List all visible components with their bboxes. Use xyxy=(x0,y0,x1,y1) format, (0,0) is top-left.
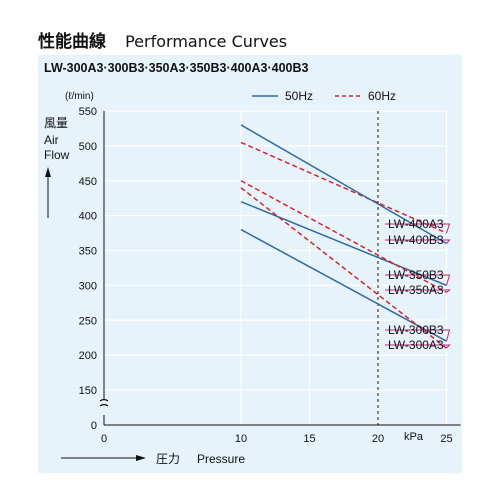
y-tick-label: 0 xyxy=(91,420,97,432)
series-leader-line xyxy=(385,344,451,349)
y-label-jp: 風量 xyxy=(44,116,68,130)
legend-label-50hz: 50Hz xyxy=(285,89,313,103)
series-line-lw-300a3 xyxy=(240,187,447,349)
y-tick-label: 200 xyxy=(79,350,97,362)
series-line-lw-400a3 xyxy=(240,141,447,234)
y-tick-label: 350 xyxy=(79,246,97,258)
series-label-lw-300a3: LW-300A3 xyxy=(388,338,444,352)
series-line-lw-300b3 xyxy=(240,228,447,342)
series-leader-line xyxy=(385,223,451,234)
title-english: Performance Curves xyxy=(125,32,288,51)
y-tick-label: 500 xyxy=(79,141,97,153)
axis-break-icon xyxy=(99,398,109,407)
x-label-jp: 圧力 xyxy=(156,452,180,466)
x-tick-label: 25 xyxy=(440,433,452,445)
x-tick-label: 0 xyxy=(101,433,107,445)
y-axis-arrow-icon xyxy=(45,167,51,218)
y-label-en-line2: Flow xyxy=(44,148,70,162)
y-tick-label: 250 xyxy=(79,315,97,327)
y-tick-label: 450 xyxy=(79,176,97,188)
x-tick-label: 10 xyxy=(235,433,247,445)
y-tick-label: 150 xyxy=(79,385,97,397)
performance-chart: LW-300A3·300B3·350A3·350B3·400A3·400B3 (… xyxy=(44,61,461,466)
x-label-en: Pressure xyxy=(197,452,245,466)
series-leader-line xyxy=(385,274,451,286)
series-leader-line xyxy=(385,239,451,244)
y-label-en-line1: Air xyxy=(44,133,59,147)
series-line-lw-350a3 xyxy=(240,180,447,294)
x-axis-arrow-icon xyxy=(61,455,146,461)
chart-title: LW-300A3·300B3·350A3·350B3·400A3·400B3 xyxy=(44,61,309,75)
series-label-lw-350a3: LW-350A3 xyxy=(388,283,444,297)
series-label-lw-400a3: LW-400A3 xyxy=(388,217,444,231)
y-tick-label: 550 xyxy=(79,106,97,118)
series-leader-line xyxy=(385,289,451,293)
series-label-lw-300b3: LW-300B3 xyxy=(388,323,444,337)
page-title: 性能曲線 Performance Curves xyxy=(38,27,287,52)
x-tick-label: 15 xyxy=(303,433,315,445)
legend-label-60hz: 60Hz xyxy=(368,89,396,103)
series-label-lw-400b3: LW-400B3 xyxy=(388,233,444,247)
y-tick-label: 400 xyxy=(79,211,97,223)
title-japanese: 性能曲線 xyxy=(38,32,106,52)
chart-panel: LW-300A3·300B3·350A3·350B3·400A3·400B3 (… xyxy=(38,55,462,473)
x-tick-label: 20 xyxy=(372,433,384,445)
x-unit-label: kPa xyxy=(404,431,424,443)
series-label-lw-350b3: LW-350B3 xyxy=(388,268,444,282)
y-tick-label: 300 xyxy=(79,280,97,292)
series-line-lw-350b3 xyxy=(240,200,447,287)
series-leader-line xyxy=(385,329,451,342)
y-unit-label: (ℓ/min) xyxy=(65,91,94,102)
